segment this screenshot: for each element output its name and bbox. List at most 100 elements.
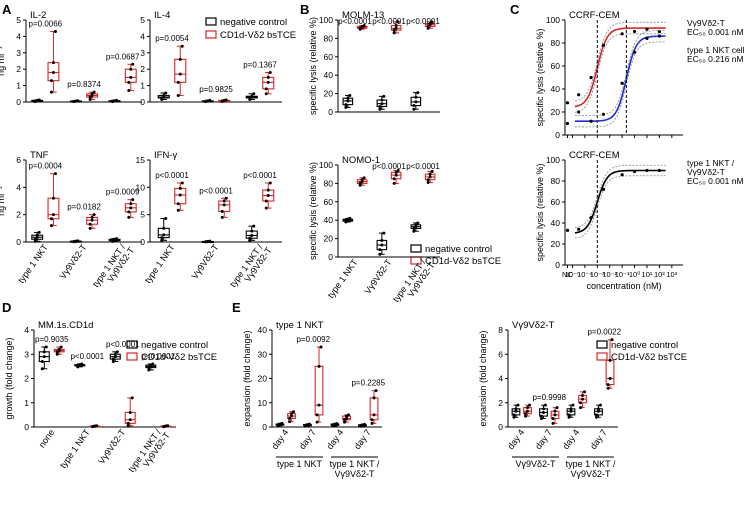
- b2-point: [412, 229, 416, 233]
- c2-xtick-label: 10¹: [642, 270, 653, 279]
- b2-xtick-label: Vγ9Vδ2-T: [362, 257, 393, 296]
- c2-series-label-ec50: EC₅₀ 0.001 nM: [687, 176, 744, 186]
- e2-point: [555, 406, 559, 410]
- legend-a-tce-swatch: [205, 30, 217, 39]
- e1-box-tce: [369, 397, 379, 421]
- e2-point: [526, 406, 530, 410]
- b2-point: [396, 169, 400, 173]
- a3-point: [33, 237, 37, 241]
- a1-ytick-label: 1: [16, 81, 21, 91]
- c1-ci-upper: [574, 21, 666, 102]
- a2-point: [222, 98, 226, 102]
- b1-ytick-label: 20: [324, 89, 334, 99]
- e1-point: [343, 418, 347, 422]
- a4-xtick-label: type 1 NKT: [143, 242, 177, 285]
- a1-ytick-label: 5: [16, 15, 21, 25]
- a2-point: [248, 96, 252, 100]
- e2-point: [598, 403, 602, 407]
- a1-point: [35, 98, 39, 102]
- a4-point: [178, 186, 182, 190]
- e1-ytick-label: 10: [258, 398, 268, 408]
- a2-ytick-label: 0: [140, 97, 145, 107]
- legend-a-control-label: negative control: [220, 17, 287, 28]
- b1-point: [360, 24, 364, 28]
- e1-xtick-label: day 7: [352, 427, 373, 451]
- c2-ci-lower: [574, 175, 666, 239]
- a2-box-tce: [174, 58, 187, 83]
- b2-point: [344, 219, 348, 223]
- a3-ylabel: ng ml⁻¹: [0, 186, 6, 216]
- c1-data-point: [620, 32, 624, 36]
- d1-point: [113, 352, 117, 356]
- b2-point: [392, 181, 396, 185]
- c2-data-point: [620, 173, 624, 177]
- b2-point: [378, 248, 382, 252]
- e1-point: [319, 345, 323, 349]
- d1-ytick-label: 1: [24, 398, 29, 408]
- b2-pvalue: p<0.0001: [406, 162, 440, 171]
- b2-point: [394, 173, 398, 177]
- a3-point: [88, 226, 92, 230]
- e1-ytick-label: 0: [262, 422, 267, 432]
- e2-point: [526, 409, 530, 413]
- a2-point: [176, 93, 180, 97]
- legend-a-control-swatch: [205, 17, 217, 26]
- d1-point: [42, 350, 46, 354]
- a4-title: IFN-γ: [154, 150, 177, 161]
- a2-point: [162, 93, 166, 97]
- a3-xtick-label: Vγ9Vδ2-T: [57, 242, 88, 281]
- e1-point: [333, 422, 337, 426]
- a3-pvalue: p=0.0182: [67, 203, 101, 212]
- d1-xtick-label: type 1 NKT: [58, 427, 92, 470]
- e2-box-tce: [605, 359, 615, 386]
- d1-point: [111, 357, 115, 361]
- b1-point: [414, 95, 418, 99]
- e1-point: [372, 413, 376, 417]
- e1-point: [343, 420, 347, 424]
- e1-point: [370, 418, 374, 422]
- e2-point: [608, 377, 612, 380]
- a1-point: [49, 79, 53, 83]
- e2-point: [567, 415, 571, 419]
- a1-point: [131, 62, 135, 66]
- b2-point: [394, 170, 398, 174]
- c2-xtick-label: 10⁻¹: [615, 270, 630, 279]
- d1-xtick-label: none: [37, 427, 57, 449]
- b2-point: [426, 178, 430, 182]
- c2-series-label-ec50: Vγ9Vδ2-T: [687, 167, 725, 177]
- a4-point: [176, 208, 180, 212]
- a1-ytick-label: 0: [16, 97, 21, 107]
- c1-ytick-label: 60: [551, 61, 561, 71]
- a4-point: [250, 229, 254, 233]
- a3-point: [92, 213, 96, 217]
- legend-b-control-swatch: [410, 244, 422, 253]
- a4-point: [268, 181, 272, 185]
- a1-point: [129, 75, 133, 79]
- legend-e-control-swatch: [596, 340, 608, 349]
- a3-point: [49, 224, 53, 228]
- e1-point: [278, 422, 282, 426]
- d1-point: [126, 424, 130, 428]
- b1-title: MOLM-13: [342, 10, 384, 21]
- legend-d: negative control CD1d-Vδ2 bsTCE: [126, 340, 217, 363]
- a2-point: [252, 92, 256, 96]
- a2-ytick-label: 2: [140, 64, 145, 74]
- a1-point: [127, 89, 131, 93]
- e2-point: [553, 413, 557, 417]
- a3-point: [88, 222, 92, 226]
- a4-point: [162, 226, 166, 230]
- e2-point: [539, 417, 543, 421]
- b2-ytick-label: 60: [324, 197, 334, 207]
- a1-point: [51, 70, 55, 74]
- c1-nc-point: [565, 101, 570, 105]
- e2-point: [553, 409, 557, 413]
- d1-point: [93, 424, 97, 428]
- b1-pvalue: p<0.0001: [338, 17, 372, 26]
- c2-nc-point: [565, 228, 570, 232]
- a3-ytick-label: 4: [16, 182, 21, 192]
- a4-point: [266, 194, 270, 198]
- c2-data-point: [577, 227, 581, 231]
- b2-ytick-label: 100: [319, 160, 333, 170]
- d1-point: [59, 345, 63, 349]
- e2-point: [543, 403, 547, 407]
